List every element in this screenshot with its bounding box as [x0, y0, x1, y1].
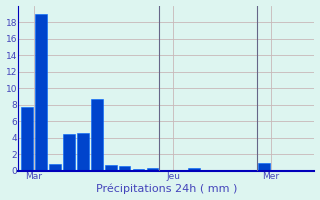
- Bar: [63, 134, 75, 171]
- Bar: [147, 168, 158, 171]
- Bar: [258, 163, 270, 171]
- Bar: [35, 14, 47, 171]
- Bar: [91, 99, 103, 171]
- Bar: [188, 168, 200, 171]
- X-axis label: Précipitations 24h ( mm ): Précipitations 24h ( mm ): [96, 184, 237, 194]
- Bar: [132, 169, 144, 171]
- Bar: [77, 133, 89, 171]
- Bar: [49, 164, 61, 171]
- Bar: [105, 165, 116, 171]
- Bar: [119, 166, 131, 171]
- Bar: [21, 107, 33, 171]
